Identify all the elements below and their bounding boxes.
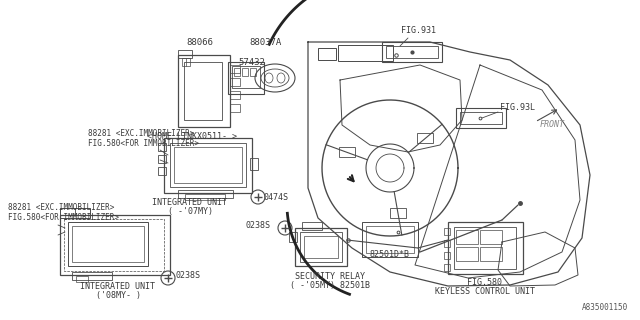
- Bar: [444, 228, 450, 235]
- Bar: [417, 133, 433, 143]
- Bar: [76, 276, 88, 282]
- Bar: [456, 108, 506, 128]
- Bar: [230, 91, 240, 99]
- Bar: [178, 190, 233, 198]
- Text: FIG.580<FOR IMMOBILIZER>: FIG.580<FOR IMMOBILIZER>: [88, 139, 199, 148]
- Bar: [304, 236, 338, 258]
- Bar: [72, 226, 144, 262]
- Text: 0474S: 0474S: [264, 193, 289, 202]
- Text: 0238S: 0238S: [176, 270, 201, 279]
- Text: 82501D*B: 82501D*B: [370, 250, 410, 259]
- Text: ( -'07MY): ( -'07MY): [168, 207, 212, 216]
- Text: FIG.931: FIG.931: [401, 26, 435, 35]
- Text: 0238S: 0238S: [245, 221, 270, 230]
- Bar: [444, 252, 450, 259]
- Bar: [338, 45, 393, 61]
- Bar: [170, 143, 246, 187]
- Bar: [295, 228, 347, 266]
- Bar: [366, 226, 414, 253]
- Bar: [444, 240, 450, 247]
- Bar: [300, 232, 342, 262]
- Bar: [302, 222, 322, 230]
- Bar: [454, 227, 516, 269]
- Bar: [318, 48, 336, 60]
- Bar: [60, 215, 170, 275]
- Bar: [456, 247, 478, 261]
- Bar: [386, 46, 438, 58]
- Bar: [230, 65, 240, 73]
- Bar: [382, 42, 442, 62]
- Bar: [230, 78, 240, 86]
- Bar: [448, 222, 523, 274]
- Text: FIG.93L: FIG.93L: [500, 103, 535, 113]
- Text: <HOME LINKX0511- >: <HOME LINKX0511- >: [147, 132, 237, 141]
- Bar: [158, 155, 166, 163]
- Text: INTEGRATED UNIT: INTEGRATED UNIT: [81, 282, 156, 291]
- Bar: [185, 194, 225, 200]
- Text: 88281 <EXC.IMMOBILIZER>: 88281 <EXC.IMMOBILIZER>: [8, 203, 115, 212]
- Text: SECURITY RELAY: SECURITY RELAY: [295, 272, 365, 281]
- Text: ('08MY- ): ('08MY- ): [95, 291, 141, 300]
- Bar: [362, 222, 418, 257]
- Text: FIG.580: FIG.580: [467, 278, 502, 287]
- Bar: [289, 232, 297, 242]
- Text: 57432: 57432: [238, 58, 265, 67]
- Text: 88281 <EXC.IMMOBILIZER>: 88281 <EXC.IMMOBILIZER>: [88, 129, 195, 138]
- Bar: [230, 104, 240, 112]
- Bar: [72, 272, 112, 280]
- Bar: [228, 62, 264, 94]
- Bar: [480, 247, 502, 261]
- Bar: [164, 138, 252, 193]
- Bar: [64, 219, 164, 271]
- Text: INTEGRATED UNIT: INTEGRATED UNIT: [152, 198, 227, 207]
- Bar: [460, 112, 502, 124]
- Bar: [158, 167, 166, 175]
- Bar: [456, 230, 478, 244]
- Text: FRONT: FRONT: [540, 120, 565, 129]
- Text: KEYLESS CONTROL UNIT: KEYLESS CONTROL UNIT: [435, 287, 535, 296]
- Bar: [232, 66, 260, 88]
- Bar: [182, 58, 190, 66]
- Bar: [339, 147, 355, 157]
- Bar: [184, 62, 222, 120]
- Text: 88037A: 88037A: [249, 38, 281, 47]
- Text: 88066: 88066: [187, 38, 213, 47]
- Bar: [480, 230, 502, 244]
- Text: A835001150: A835001150: [582, 303, 628, 312]
- Bar: [68, 222, 148, 266]
- Bar: [250, 68, 256, 76]
- Bar: [158, 143, 166, 151]
- Bar: [178, 50, 192, 58]
- Text: ( -'05MY) 82501B: ( -'05MY) 82501B: [290, 281, 370, 290]
- Bar: [444, 264, 450, 271]
- Bar: [234, 68, 240, 76]
- Text: FIG.580<FOR IMMOBILIZER>: FIG.580<FOR IMMOBILIZER>: [8, 213, 119, 222]
- Bar: [174, 147, 242, 183]
- Bar: [390, 208, 406, 218]
- Bar: [60, 208, 90, 218]
- Bar: [178, 55, 230, 127]
- Bar: [242, 68, 248, 76]
- Bar: [250, 158, 258, 170]
